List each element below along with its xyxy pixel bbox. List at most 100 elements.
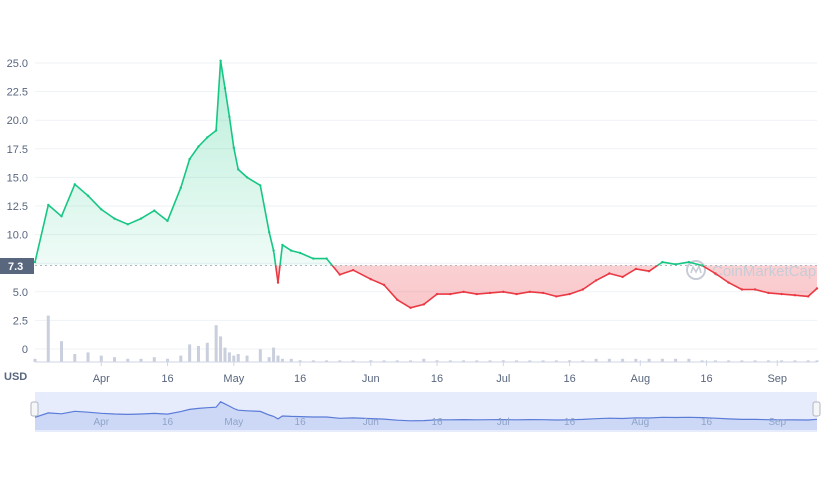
x-tick-label: 16 xyxy=(161,373,173,385)
volume-bar xyxy=(488,360,492,362)
price-point xyxy=(325,257,328,260)
volume-bar xyxy=(581,360,585,362)
volume-bar xyxy=(152,357,156,362)
volume-bar xyxy=(351,360,355,362)
volume-bar xyxy=(766,360,770,362)
price-point xyxy=(60,215,63,218)
price-point xyxy=(528,290,531,293)
volume-bar xyxy=(232,355,236,362)
volume-bar xyxy=(126,358,130,362)
price-line xyxy=(33,59,819,309)
navigator-x-ticks: Apr 16 May 16 Jun 16 Jul 16 Aug 16 Sep xyxy=(93,417,786,428)
price-point xyxy=(740,288,744,291)
volume-bar xyxy=(815,360,819,362)
price-point xyxy=(475,292,478,296)
volume-bar xyxy=(462,360,466,362)
price-point xyxy=(396,298,399,301)
price-point xyxy=(100,208,103,211)
y-tick-label: 17.5 xyxy=(7,144,28,156)
volume-bar xyxy=(660,358,664,362)
price-point xyxy=(422,303,425,306)
x-tick-label: 16 xyxy=(700,373,712,385)
volume-bar xyxy=(634,358,638,362)
volume-bar xyxy=(475,360,479,362)
coinmarketcap-logo-icon xyxy=(686,260,706,280)
volume-bar xyxy=(395,360,399,362)
price-point xyxy=(647,270,651,273)
price-point xyxy=(382,283,386,287)
volume-bar xyxy=(594,358,598,362)
watermark-label: CoinMarketCap xyxy=(712,263,816,280)
price-point xyxy=(435,292,439,296)
volume-bar xyxy=(528,360,532,362)
price-point xyxy=(268,231,271,234)
volume-bar xyxy=(448,360,452,362)
volume-bar xyxy=(338,360,342,362)
price-point xyxy=(259,184,262,187)
price-point xyxy=(197,145,200,148)
volume-bar xyxy=(713,360,717,362)
price-point xyxy=(568,292,571,296)
volume-bar xyxy=(607,358,611,362)
price-point xyxy=(594,279,598,282)
price-point xyxy=(113,217,116,220)
volume-bar xyxy=(793,360,797,362)
range-navigator[interactable]: Apr 16 May 16 Jun 16 Jul 16 Aug 16 Sep xyxy=(30,392,821,432)
x-tick-label: Jul xyxy=(496,373,510,385)
volume-bar xyxy=(258,349,262,362)
price-point xyxy=(621,275,624,279)
price-point xyxy=(369,278,372,281)
volume-bar xyxy=(223,347,227,362)
price-point xyxy=(47,203,50,207)
navigator-tick-label: Aug xyxy=(631,417,649,428)
volume-bar xyxy=(139,358,143,362)
coinmarketcap-logo-mark xyxy=(690,263,702,274)
price-point xyxy=(276,281,280,284)
current-price-value: 7.3 xyxy=(8,261,23,273)
volume-bar xyxy=(740,360,744,362)
price-point xyxy=(223,87,227,90)
price-point xyxy=(608,272,611,275)
coinmarketcap-watermark: CoinMarketCap xyxy=(686,260,816,280)
price-point xyxy=(449,292,452,296)
volume-bars xyxy=(33,315,819,362)
volume-bar xyxy=(219,336,223,362)
price-point xyxy=(807,295,810,298)
y-tick-label: 15.0 xyxy=(7,172,28,184)
navigator-tick-label: Sep xyxy=(768,417,786,428)
navigator-handle-right[interactable] xyxy=(812,401,821,417)
x-tick-label: Apr xyxy=(93,373,110,385)
price-point xyxy=(73,183,77,186)
volume-bar xyxy=(753,360,757,362)
volume-bar xyxy=(33,358,37,362)
navigator-tick-label: 16 xyxy=(162,417,174,428)
price-point xyxy=(753,288,757,291)
price-point xyxy=(793,294,797,297)
x-tick-label: May xyxy=(223,373,244,385)
volume-bar xyxy=(46,315,50,362)
price-point xyxy=(409,306,412,309)
navigator-tick-label: May xyxy=(224,417,243,428)
y-tick-label: 12.5 xyxy=(7,201,28,213)
price-point xyxy=(179,186,182,189)
currency-label: USD xyxy=(4,371,27,383)
volume-bar xyxy=(60,341,64,362)
volume-bar xyxy=(311,360,315,362)
volume-bar xyxy=(422,358,426,362)
volume-bar xyxy=(700,360,704,362)
price-point xyxy=(188,157,191,161)
y-axis-ticks: 02.55.07.510.012.515.017.520.022.525.0 xyxy=(7,58,28,356)
price-point xyxy=(714,272,717,275)
price-point xyxy=(767,291,770,295)
y-tick-label: 0 xyxy=(22,344,28,356)
price-point xyxy=(515,292,518,296)
price-point xyxy=(700,264,704,267)
navigator-handle-left[interactable] xyxy=(30,401,39,417)
volume-bar xyxy=(621,358,625,362)
navigator-tick-label: Apr xyxy=(93,417,109,428)
volume-bar xyxy=(99,355,103,362)
volume-bar xyxy=(325,360,329,362)
x-tick-label: Aug xyxy=(630,373,650,385)
volume-bar xyxy=(409,360,413,362)
